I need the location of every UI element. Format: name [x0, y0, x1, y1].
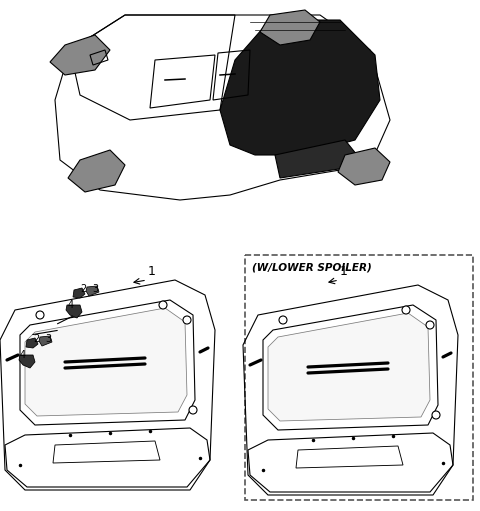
Text: 1: 1	[340, 265, 348, 278]
Circle shape	[279, 316, 287, 324]
Circle shape	[189, 406, 197, 414]
Circle shape	[402, 306, 410, 314]
Polygon shape	[50, 35, 110, 75]
Circle shape	[432, 411, 440, 419]
Polygon shape	[25, 308, 187, 416]
Polygon shape	[338, 148, 390, 185]
Text: 3: 3	[92, 284, 98, 294]
Circle shape	[36, 311, 44, 319]
Polygon shape	[68, 150, 125, 192]
Text: 3: 3	[45, 334, 51, 344]
Polygon shape	[275, 140, 365, 178]
Polygon shape	[39, 336, 52, 346]
Polygon shape	[268, 313, 430, 421]
Text: 1: 1	[148, 265, 156, 278]
Polygon shape	[26, 338, 38, 348]
Text: (W/LOWER SPOILER): (W/LOWER SPOILER)	[252, 262, 372, 272]
Polygon shape	[19, 355, 35, 368]
Polygon shape	[66, 305, 82, 318]
Text: 4: 4	[68, 300, 74, 310]
Circle shape	[159, 301, 167, 309]
Circle shape	[426, 321, 434, 329]
Circle shape	[183, 316, 191, 324]
Text: 2: 2	[80, 284, 86, 294]
Text: 2: 2	[33, 334, 39, 344]
Polygon shape	[73, 288, 85, 298]
Text: 4: 4	[20, 350, 26, 360]
Polygon shape	[86, 286, 99, 296]
Polygon shape	[260, 10, 320, 45]
Polygon shape	[220, 20, 380, 155]
